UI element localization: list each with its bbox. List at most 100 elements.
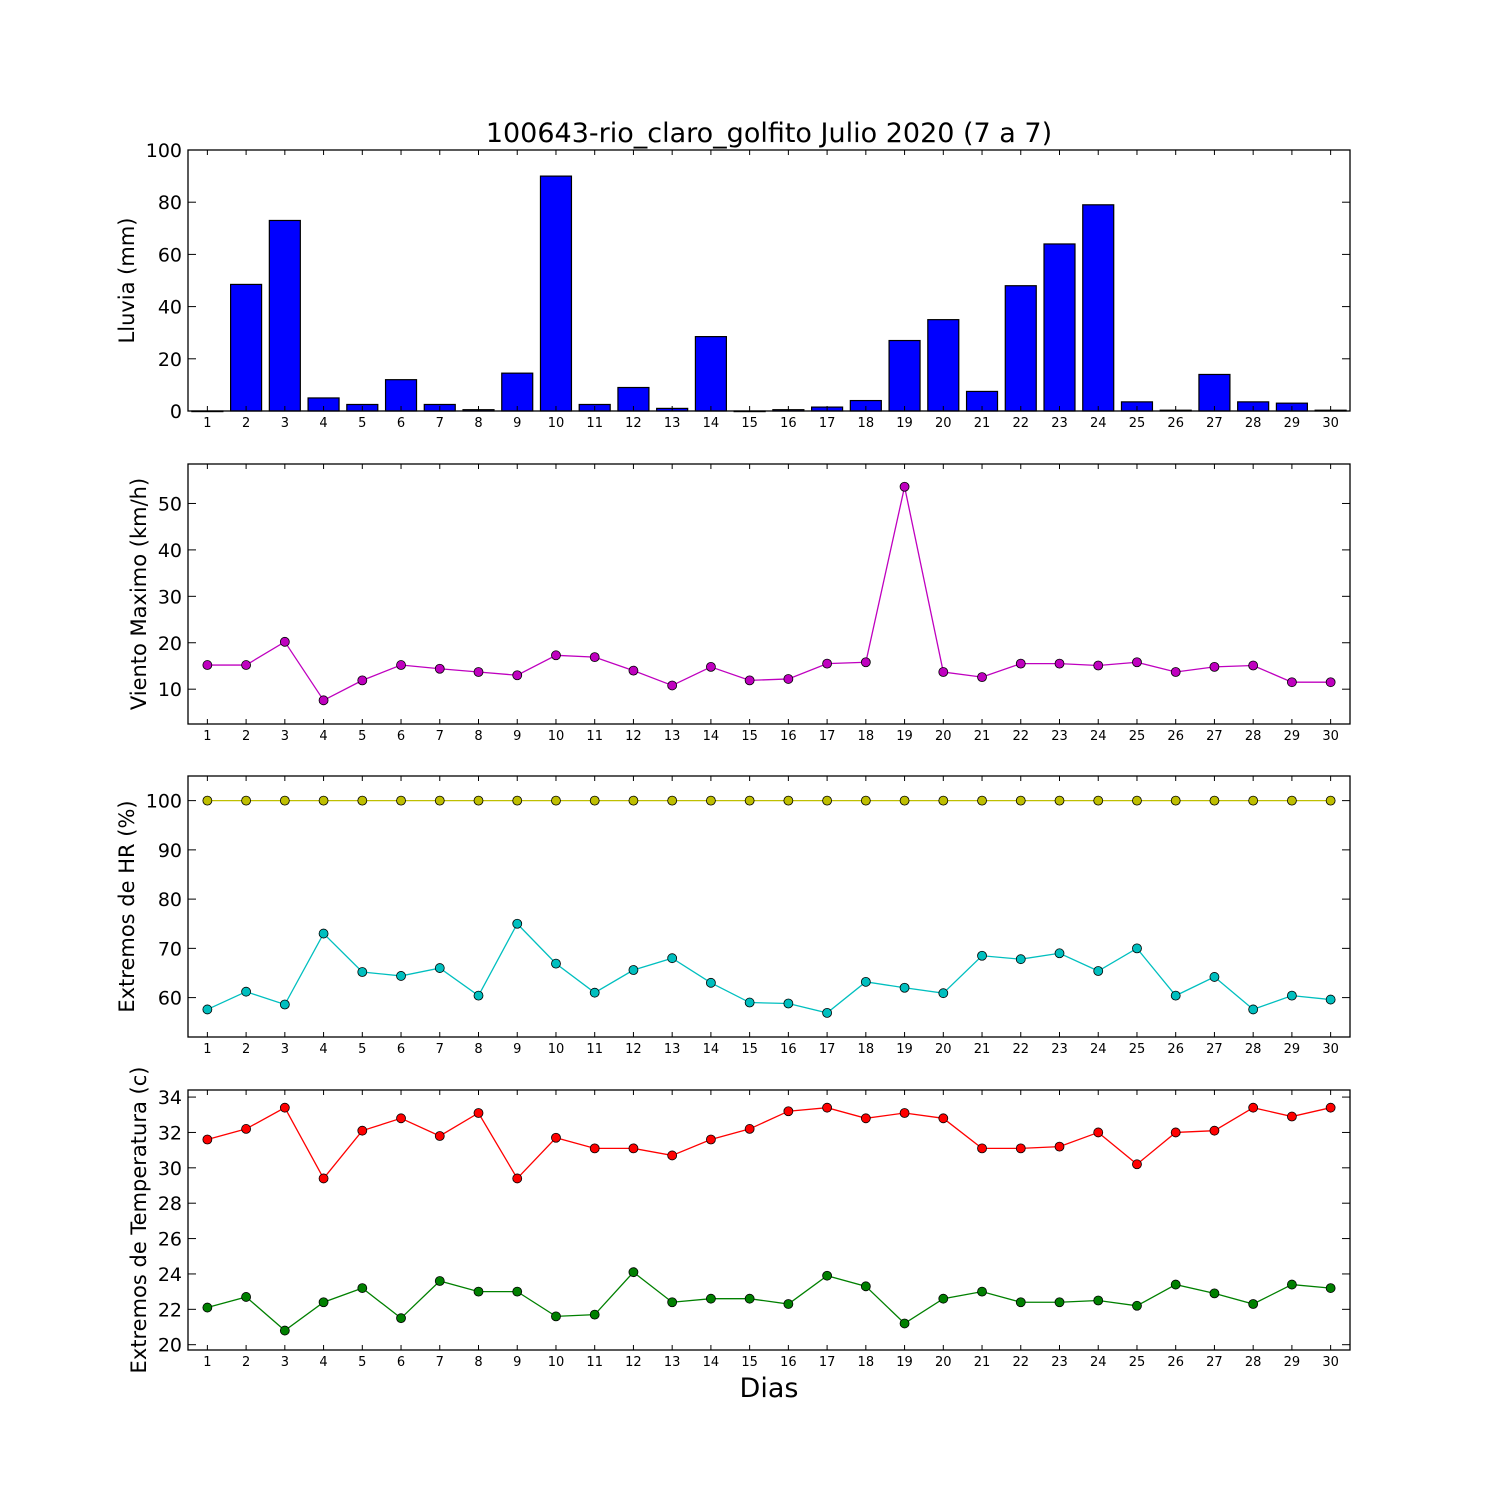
y-tick-label: 20: [158, 1335, 182, 1357]
y-tick-label: 34: [158, 1087, 182, 1109]
x-tick-label: 16: [780, 1042, 797, 1057]
x-tick-label: 3: [281, 1042, 289, 1057]
y-tick-label: 30: [158, 586, 182, 608]
point-series-2-day-4: [318, 1297, 329, 1308]
x-tick-label: 8: [474, 729, 482, 744]
y-tick-label: 90: [158, 840, 182, 862]
point-series-1-day-8: [473, 667, 484, 677]
axes-frame: [187, 463, 1351, 725]
point-series-2-day-14: [706, 977, 716, 988]
bar-day-20: [927, 319, 960, 412]
x-tick-label: 23: [1051, 1355, 1068, 1370]
y-tick-label: 30: [158, 1158, 182, 1180]
y-tick-label: 50: [158, 493, 182, 515]
x-tick-label: 12: [625, 1042, 642, 1057]
bar-day-10: [539, 175, 573, 412]
point-series-1-day-5: [357, 1125, 368, 1136]
x-tick-label: 26: [1167, 416, 1184, 431]
x-tick-label: 27: [1206, 1042, 1223, 1057]
series-line-1: [207, 486, 1331, 702]
point-series-1-day-14: [706, 795, 716, 806]
point-series-1-day-15: [744, 1124, 755, 1134]
point-series-1-day-7: [434, 1131, 445, 1141]
point-series-2-day-2: [241, 986, 252, 997]
point-series-1-day-27: [1209, 795, 1220, 806]
y-tick-label: 80: [158, 889, 182, 911]
point-series-1-day-25: [1132, 795, 1142, 806]
panel-3: 1 2 3 4 5 6 7 8 9 10 11 12 13 14 15 16 17 18 19 20 21 22 23 24 2…: [115, 775, 1351, 1057]
x-tick-label: 11: [586, 1355, 603, 1370]
point-series-1-day-30: [1325, 795, 1336, 806]
x-tick-label: 2: [242, 729, 250, 744]
point-series-2-day-13: [667, 1297, 678, 1308]
x-tick-label: 24: [1090, 1042, 1107, 1057]
y-tick-label: 80: [158, 192, 182, 214]
x-tick-label: 9: [513, 1042, 521, 1057]
point-series-2-day-10: [551, 1311, 561, 1322]
x-tick-label: 10: [548, 729, 565, 744]
x-tick-label: 13: [664, 1355, 681, 1370]
point-series-2-day-15: [744, 997, 755, 1008]
point-series-2-day-13: [667, 953, 678, 964]
x-tick-label: 18: [858, 1042, 875, 1057]
x-tick-label: 28: [1245, 416, 1262, 431]
point-series-1-day-11: [589, 1143, 600, 1154]
x-tick-label: 11: [586, 416, 603, 431]
x-tick-label: 15: [741, 1355, 758, 1370]
point-series-2-day-28: [1248, 1004, 1259, 1015]
x-tick-label: 18: [858, 1355, 875, 1370]
point-series-1-day-18: [860, 1113, 871, 1124]
x-tick-label: 16: [780, 729, 797, 744]
point-series-1-day-16: [783, 795, 794, 806]
point-series-1-day-25: [1132, 657, 1142, 668]
bar-day-3: [268, 219, 301, 412]
point-series-1-day-8: [473, 1108, 484, 1118]
x-tick-label: 9: [513, 416, 521, 431]
x-tick-label: 15: [741, 729, 758, 744]
point-series-1-day-30: [1325, 1102, 1336, 1113]
x-tick-label: 21: [974, 1042, 991, 1057]
point-series-1-day-13: [667, 1150, 678, 1161]
point-series-1-day-2: [241, 660, 252, 670]
point-series-1-day-5: [357, 795, 368, 806]
panel-4: 1 2 3 4 5 6 7 8 9 10 11 12 13 14 15 16 17 18 19 20 21 22 23 24 2…: [127, 1067, 1351, 1373]
point-series-2-day-16: [783, 998, 794, 1009]
point-series-2-day-21: [977, 950, 987, 961]
point-series-2-day-21: [977, 1286, 987, 1297]
bar-day-23: [1043, 243, 1076, 412]
x-tick-label: 11: [586, 1042, 603, 1057]
x-tick-label: 28: [1245, 1042, 1262, 1057]
point-series-2-day-20: [938, 1293, 949, 1304]
x-tick-label: 18: [858, 416, 875, 431]
x-tick-label: 22: [1012, 729, 1029, 744]
x-tick-label: 1: [203, 1042, 211, 1057]
x-tick-label: 3: [281, 416, 289, 431]
point-series-1-day-5: [357, 675, 368, 686]
point-series-2-day-30: [1325, 994, 1336, 1005]
point-series-1-day-27: [1209, 1125, 1220, 1136]
point-series-1-day-20: [938, 1113, 949, 1124]
x-tick-label: 14: [703, 729, 720, 744]
point-series-1-day-15: [744, 795, 755, 806]
x-tick-label: 4: [319, 416, 327, 431]
y-tick-label: 100: [146, 140, 182, 162]
x-tick-label: 16: [780, 416, 797, 431]
point-series-1-day-14: [706, 661, 716, 672]
x-tick-label: 23: [1051, 729, 1068, 744]
point-series-2-day-24: [1093, 966, 1104, 976]
point-series-2-day-9: [512, 918, 523, 929]
point-series-1-day-9: [512, 670, 523, 681]
point-series-2-day-22: [1015, 954, 1026, 965]
x-tick-label: 29: [1284, 1355, 1301, 1370]
point-series-2-day-27: [1209, 972, 1220, 982]
panels-group: 1 2 3 4 5 6 7 8 9 10 11 12 13 14 15 16 17 18 19 20 21 22 23 24 2…: [115, 140, 1351, 1373]
point-series-1-day-8: [473, 795, 484, 806]
point-series-2-day-10: [551, 958, 561, 969]
x-tick-label: 21: [974, 416, 991, 431]
y-tick-label: 60: [158, 244, 182, 266]
point-series-1-day-17: [822, 795, 832, 806]
point-series-1-day-16: [783, 1106, 794, 1117]
point-series-1-day-11: [589, 795, 600, 806]
x-tick-label: 9: [513, 729, 521, 744]
